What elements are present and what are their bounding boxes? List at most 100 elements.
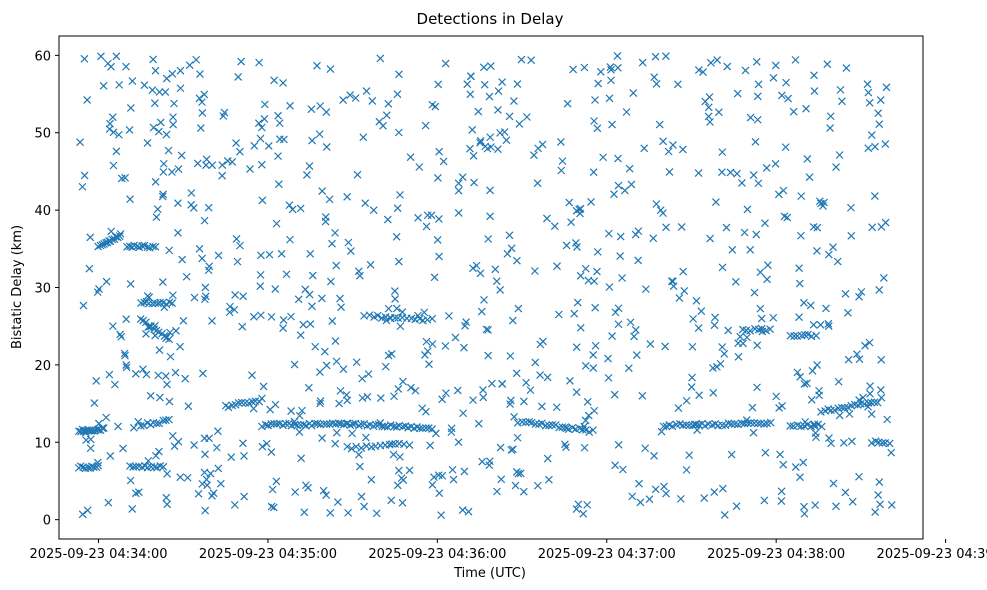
- data-point: [168, 291, 177, 300]
- data-point: [182, 272, 191, 281]
- data-point: [337, 303, 346, 312]
- data-point: [611, 461, 620, 470]
- data-point: [152, 213, 161, 222]
- data-point: [344, 238, 353, 247]
- data-point: [161, 88, 170, 96]
- data-point: [496, 443, 505, 452]
- data-point: [720, 510, 729, 519]
- data-point: [200, 90, 209, 99]
- data-point: [156, 118, 165, 127]
- data-point: [826, 124, 835, 133]
- data-point: [877, 355, 886, 364]
- data-point: [505, 112, 514, 121]
- data-point: [357, 492, 366, 501]
- data-point: [650, 451, 659, 460]
- data-point: [158, 278, 167, 287]
- data-point: [706, 58, 715, 67]
- data-point: [326, 277, 335, 286]
- data-point: [661, 342, 670, 351]
- data-point: [638, 58, 647, 67]
- data-point: [128, 505, 137, 513]
- data-point: [301, 481, 310, 490]
- data-point: [660, 482, 668, 491]
- data-point: [256, 311, 265, 320]
- data-point: [477, 307, 486, 316]
- data-point: [390, 314, 399, 322]
- data-point: [99, 424, 108, 432]
- data-point: [480, 80, 489, 89]
- data-point: [438, 395, 447, 404]
- data-point: [433, 174, 442, 182]
- data-point: [824, 319, 833, 328]
- data-point: [396, 322, 405, 331]
- data-point: [257, 422, 266, 431]
- data-point: [736, 332, 745, 341]
- data-point: [204, 203, 213, 212]
- data-point: [498, 380, 507, 388]
- data-point: [405, 441, 414, 449]
- data-point: [731, 277, 740, 286]
- data-point: [526, 386, 535, 395]
- data-point: [882, 83, 891, 92]
- data-point: [753, 383, 761, 392]
- data-point: [104, 59, 112, 68]
- data-point: [610, 190, 618, 199]
- data-point: [650, 73, 659, 82]
- data-point: [102, 413, 111, 422]
- data-point: [714, 108, 723, 117]
- data-point: [482, 325, 491, 334]
- data-point: [531, 358, 540, 367]
- data-point: [373, 311, 382, 320]
- data-point: [462, 318, 471, 327]
- data-point: [771, 61, 780, 70]
- data-point: [537, 402, 546, 411]
- data-point: [300, 508, 309, 517]
- data-point: [864, 88, 873, 97]
- data-point: [630, 332, 638, 341]
- data-point: [752, 57, 761, 66]
- data-point: [165, 415, 173, 424]
- data-point: [353, 170, 362, 179]
- data-point: [496, 128, 504, 137]
- data-point: [545, 475, 553, 484]
- data-point: [415, 163, 424, 171]
- data-point: [322, 491, 331, 499]
- data-point: [254, 119, 263, 128]
- data-point: [668, 422, 677, 431]
- y-tick-label: 20: [34, 359, 51, 374]
- data-point: [753, 419, 762, 428]
- data-point: [513, 433, 522, 442]
- data-point: [201, 283, 210, 292]
- data-point: [257, 123, 266, 132]
- data-point: [786, 422, 795, 430]
- data-point: [381, 362, 390, 371]
- data-point: [428, 314, 437, 323]
- data-point: [550, 222, 559, 231]
- data-point: [695, 391, 704, 400]
- data-point: [646, 340, 655, 349]
- data-point: [649, 234, 658, 243]
- data-point: [266, 405, 275, 414]
- data-point: [530, 267, 539, 275]
- data-point: [486, 133, 495, 142]
- data-point: [333, 498, 342, 506]
- data-point: [836, 85, 845, 94]
- data-point: [581, 264, 590, 273]
- data-point: [652, 200, 661, 208]
- data-point: [86, 233, 95, 242]
- data-point: [176, 84, 185, 93]
- data-point: [112, 52, 121, 61]
- data-point: [339, 365, 348, 374]
- data-point: [163, 380, 171, 389]
- data-point: [883, 415, 892, 424]
- data-point: [179, 316, 188, 325]
- data-point: [468, 125, 477, 134]
- data-point: [626, 318, 635, 327]
- data-point: [259, 382, 268, 391]
- data-point: [589, 351, 598, 359]
- data-point: [441, 342, 450, 350]
- data-point: [396, 452, 404, 461]
- data-point: [799, 458, 808, 467]
- data-point: [441, 59, 450, 68]
- data-point: [115, 80, 124, 89]
